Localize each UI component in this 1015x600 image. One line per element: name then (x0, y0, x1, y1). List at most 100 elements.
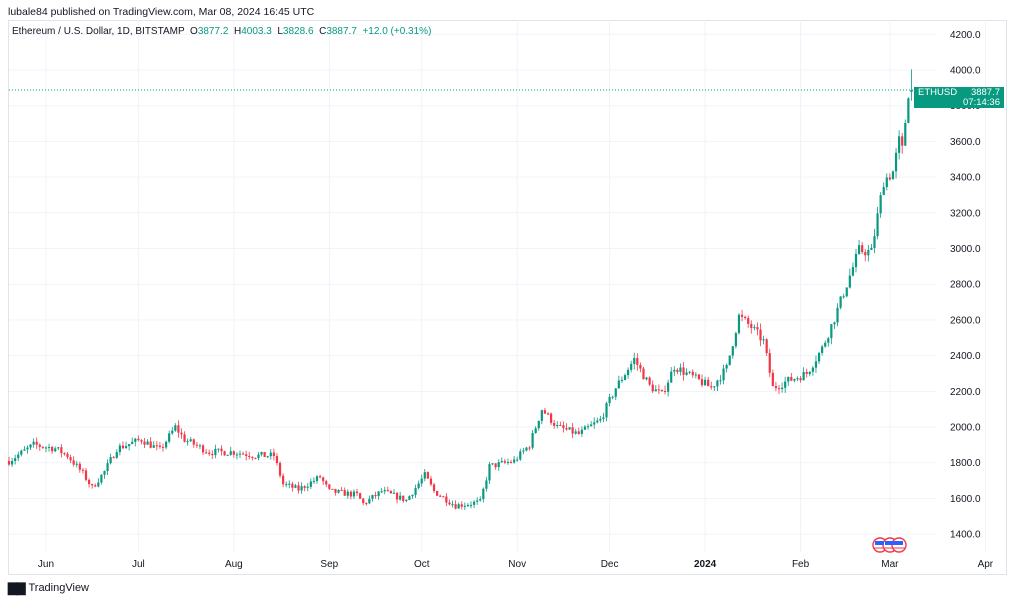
candle-body[interactable] (463, 505, 466, 507)
candle-body[interactable] (91, 484, 94, 486)
candle-body[interactable] (611, 396, 614, 398)
candle-body[interactable] (737, 314, 741, 334)
candle-body[interactable] (898, 136, 901, 153)
candle-body[interactable] (26, 447, 29, 450)
candle-body[interactable] (904, 122, 907, 146)
candle-body[interactable] (44, 447, 48, 449)
candle-body[interactable] (870, 247, 873, 250)
candle-body[interactable] (14, 458, 17, 462)
candle-body[interactable] (780, 387, 784, 389)
candle-body[interactable] (81, 469, 85, 471)
candle-body[interactable] (143, 441, 146, 445)
candle-body[interactable] (312, 480, 316, 482)
candle-body[interactable] (223, 451, 226, 456)
candle-body[interactable] (254, 457, 257, 459)
candle-body[interactable] (765, 339, 768, 354)
candle-body[interactable] (352, 491, 356, 497)
candle-body[interactable] (654, 389, 657, 392)
candle-body[interactable] (309, 481, 312, 487)
candle-body[interactable] (845, 287, 848, 297)
candle-body[interactable] (405, 499, 408, 502)
candle-body[interactable] (124, 446, 128, 449)
candle-body[interactable] (562, 425, 565, 429)
candle-body[interactable] (590, 424, 593, 427)
candle-body[interactable] (549, 413, 553, 423)
candle-body[interactable] (115, 452, 118, 458)
candle-body[interactable] (454, 504, 457, 509)
candle-body[interactable] (537, 420, 540, 429)
candle-body[interactable] (383, 490, 386, 492)
candle-body[interactable] (685, 372, 688, 375)
candle-body[interactable] (131, 441, 134, 445)
candle-body[interactable] (494, 463, 497, 468)
candle-body[interactable] (707, 379, 710, 387)
candle-body[interactable] (303, 486, 306, 488)
candle-body[interactable] (676, 369, 679, 372)
candle-body[interactable] (894, 152, 898, 172)
candle-body[interactable] (389, 490, 393, 494)
candle-body[interactable] (278, 463, 282, 476)
candle-body[interactable] (100, 474, 103, 483)
candle-body[interactable] (817, 352, 821, 362)
candle-body[interactable] (457, 504, 460, 509)
candle-body[interactable] (522, 450, 525, 452)
candle-body[interactable] (513, 459, 516, 463)
candle-body[interactable] (32, 441, 35, 445)
candle-body[interactable] (617, 380, 620, 389)
candle-body[interactable] (836, 307, 839, 323)
candle-body[interactable] (842, 296, 845, 298)
candle-body[interactable] (359, 493, 362, 499)
candle-body[interactable] (571, 427, 574, 434)
candle-body[interactable] (232, 451, 235, 455)
brand[interactable]: ▇▇ TradingView (8, 581, 89, 595)
candle-body[interactable] (149, 441, 152, 448)
candle-body[interactable] (885, 177, 888, 188)
candle-body[interactable] (472, 501, 476, 505)
candle-body[interactable] (294, 485, 297, 488)
candle-body[interactable] (710, 386, 713, 388)
candle-body[interactable] (41, 446, 44, 448)
candle-body[interactable] (177, 425, 180, 433)
candle-body[interactable] (725, 364, 728, 369)
candle-body[interactable] (248, 456, 251, 458)
candle-body[interactable] (20, 450, 23, 455)
candle-body[interactable] (198, 445, 202, 447)
candle-body[interactable] (750, 323, 753, 328)
candle-body[interactable] (103, 471, 106, 475)
candle-body[interactable] (146, 441, 149, 445)
candle-body[interactable] (827, 338, 830, 343)
candle-body[interactable] (411, 494, 414, 497)
candle-body[interactable] (365, 503, 368, 505)
candle-body[interactable] (559, 425, 562, 427)
candle-body[interactable] (337, 489, 340, 493)
candle-body[interactable] (164, 441, 168, 448)
candle-body[interactable] (784, 381, 787, 388)
candle-body[interactable] (69, 457, 72, 461)
chart-frame[interactable] (8, 20, 1007, 575)
candle-body[interactable] (639, 364, 642, 369)
candle-body[interactable] (340, 489, 343, 491)
candle-body[interactable] (168, 433, 171, 442)
candle-body[interactable] (553, 422, 556, 426)
candle-body[interactable] (217, 448, 220, 450)
candle-body[interactable] (300, 486, 303, 491)
candle-body[interactable] (205, 452, 208, 454)
candle-body[interactable] (442, 496, 445, 498)
candle-body[interactable] (876, 213, 879, 237)
candle-body[interactable] (285, 484, 288, 486)
candle-body[interactable] (660, 389, 664, 392)
candle-body[interactable] (854, 253, 858, 268)
candle-body[interactable] (469, 504, 473, 506)
candle-body[interactable] (851, 267, 855, 276)
candle-body[interactable] (891, 171, 895, 180)
candle-body[interactable] (642, 368, 645, 380)
candle-body[interactable] (137, 438, 140, 441)
candle-body[interactable] (315, 476, 319, 481)
candle-body[interactable] (121, 445, 125, 449)
candle-body[interactable] (787, 376, 790, 382)
candle-body[interactable] (155, 445, 158, 447)
candle-body[interactable] (334, 488, 337, 493)
candle-body[interactable] (645, 377, 648, 380)
candle-body[interactable] (682, 367, 685, 375)
candle-body[interactable] (814, 361, 818, 368)
